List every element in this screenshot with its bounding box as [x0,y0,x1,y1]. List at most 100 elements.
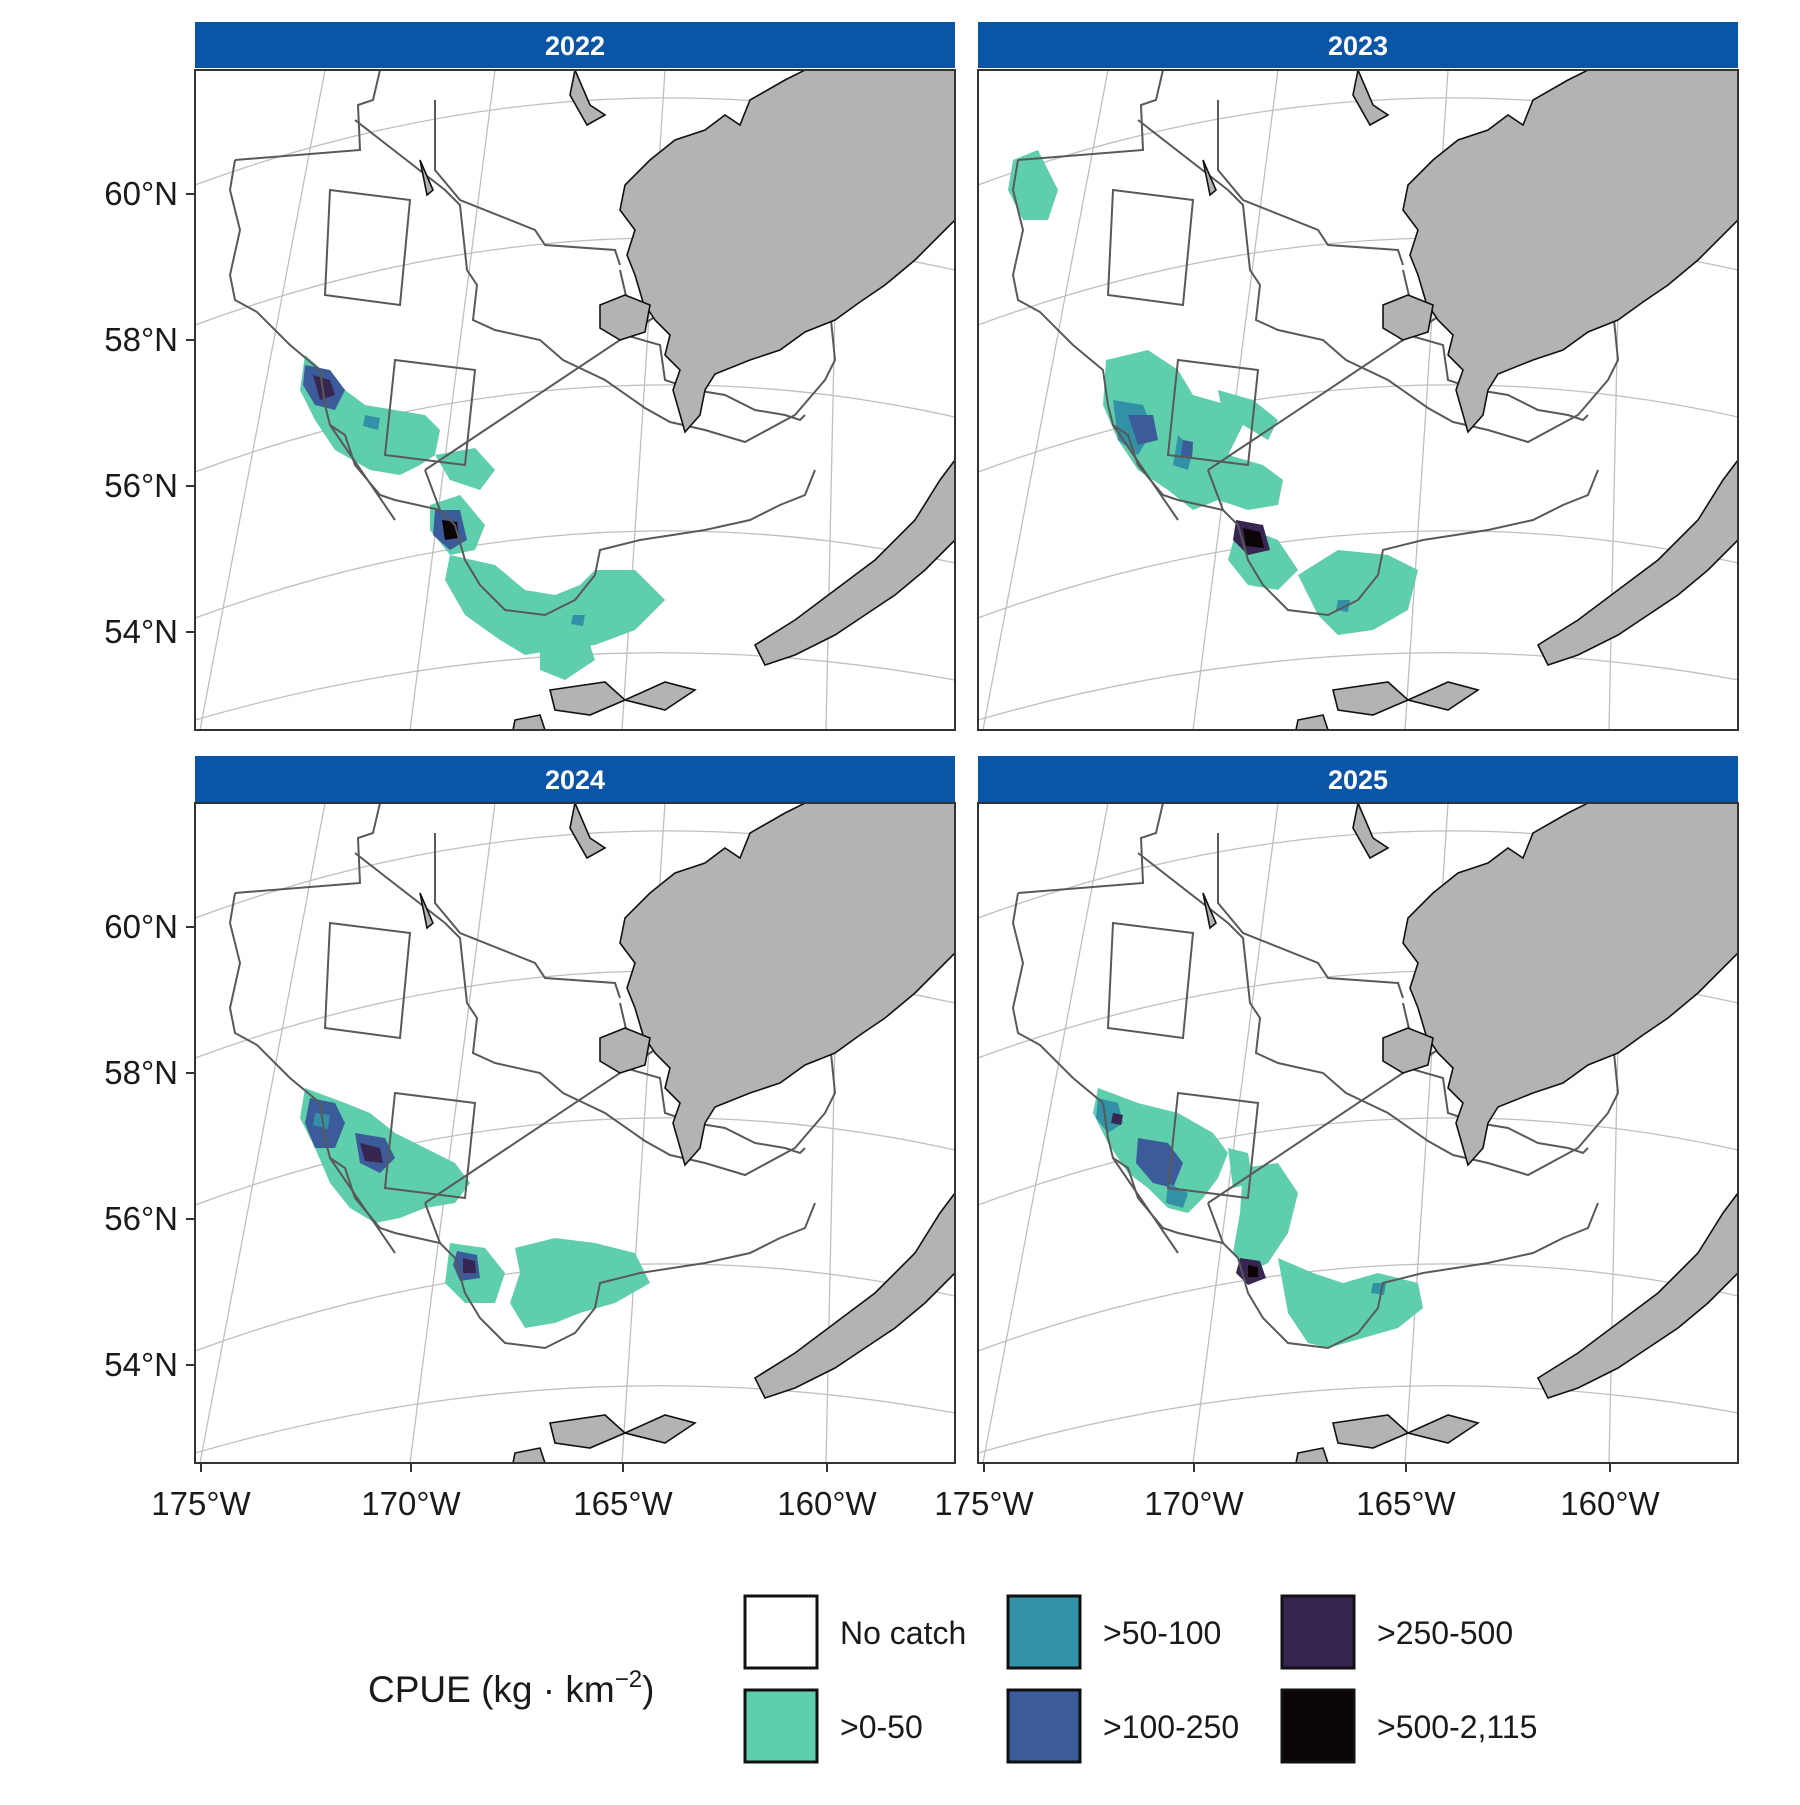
cpue-cell [313,375,335,400]
land-layer [419,70,955,730]
strip-label-2022: 2022 [545,31,605,61]
legend-item-0-50: >0-50 [743,1688,923,1764]
graticule-line [978,652,1738,721]
stratum-line [1137,119,1620,444]
landmass [619,70,955,434]
legend-item-100-250: >100-250 [1006,1688,1239,1764]
landmass [1202,159,1217,197]
graticule-line [978,1117,1738,1206]
landmass [599,1027,651,1074]
landmass [1402,803,1738,1167]
cpue-cell [1371,1283,1386,1295]
panel-border [977,802,1739,1464]
legend-title: CPUE (kg · km−2) [368,1666,654,1710]
lat-axis-bottom: 60°N 58°N 56°N 54°N [104,908,178,1383]
graticule-line [409,803,496,1463]
landmass [622,681,697,711]
graticule-line [982,803,1109,1463]
lon-ticks-right [983,1463,1611,1472]
lat-label-54-top: 54°N [104,613,178,650]
landmass [1202,892,1217,930]
lon-label-165-left: 165°W [573,1485,673,1522]
map-panel-2024 [194,802,956,1464]
cpue-cell [445,555,665,655]
landmass [549,1414,627,1449]
landmass [512,1447,546,1463]
strip-header-2024: 2024 [195,756,955,802]
landmass [753,458,955,666]
stratum-line [1166,358,1260,467]
cpue-cell [1248,1265,1258,1277]
legend-item-500-2115: >500-2,115 [1280,1688,1537,1764]
graticule-line [978,530,1738,619]
strip-header-2025: 2025 [978,756,1738,802]
legend-label-250-500: >250-500 [1377,1615,1513,1651]
cpue-layer [1008,150,1418,635]
legend-swatch-250-500 [1280,1594,1356,1670]
lon-label-160-left: 160°W [777,1485,877,1522]
landmass [1536,1191,1738,1399]
landmass [1352,803,1390,860]
graticule-line [1192,803,1279,1463]
cpue-cell [1008,150,1058,220]
graticule-line [982,70,1109,730]
landmass [1382,1027,1434,1074]
survey-strata [228,803,837,1350]
lon-label-160-right: 160°W [1560,1485,1660,1522]
stratum-line [1112,289,1479,521]
lon-axis-left: 175°W 170°W 165°W 160°W [151,1485,877,1522]
landmass [1536,458,1738,666]
lon-label-170-right: 170°W [1144,1485,1244,1522]
lat-label-58-bottom: 58°N [104,1054,178,1091]
survey-strata [1011,803,1620,1350]
graticule-line [195,1385,955,1454]
cpue-cell [1218,390,1278,440]
landmass [1332,681,1410,716]
stratum-line [1106,921,1195,1040]
lat-label-58-top: 58°N [104,321,178,358]
legend-item-50-100: >50-100 [1006,1594,1221,1670]
stratum-line [329,1022,696,1254]
cpue-cell [1181,440,1193,458]
legend-item-250-500: >250-500 [1280,1594,1513,1670]
land-layer [1202,803,1738,1463]
lon-ticks-left [200,1463,828,1472]
legend: CPUE (kg · km−2) No catch >0-50 >50-100 … [368,1594,1537,1764]
strip-header-2022: 2022 [195,22,955,68]
cpue-cell [435,448,495,490]
landmass [599,294,651,341]
map-layers [978,70,1738,730]
lat-label-56-top: 56°N [104,467,178,504]
cpue-layer [300,1088,650,1328]
legend-label-500-2115: >500-2,115 [1377,1709,1537,1745]
cpue-cell [1298,550,1418,635]
map-layers [195,803,955,1463]
cpue-cell [463,1258,476,1273]
landmass [1352,70,1390,127]
landmass [1405,1414,1480,1444]
cpue-cell [313,1113,330,1129]
cpue-cell [1111,1113,1123,1125]
graticule-line [195,1117,955,1206]
map-layers [195,70,955,730]
legend-label-100-250: >100-250 [1103,1709,1239,1745]
lon-label-170-left: 170°W [361,1485,461,1522]
legend-title-text: CPUE (kg · km [368,1669,615,1710]
landmass [1405,681,1480,711]
stratum-line [323,921,412,1040]
legend-swatch-0-50 [743,1688,819,1764]
stratum-line [329,289,696,521]
landmass [569,803,607,860]
lat-axis-top: 60°N 58°N 56°N 54°N [104,175,178,650]
map-panel-2022 [194,69,956,731]
legend-item-no-catch: No catch [743,1594,966,1670]
lat-label-56-bottom: 56°N [104,1200,178,1237]
cpue-layer [300,355,665,680]
map-panel-2025 [977,802,1739,1464]
cpue-cell [571,615,585,626]
cpue-cell [1243,528,1264,548]
legend-label-0-50: >0-50 [840,1709,923,1745]
legend-label-no-catch: No catch [840,1615,966,1651]
stratum-line [1166,1091,1260,1200]
